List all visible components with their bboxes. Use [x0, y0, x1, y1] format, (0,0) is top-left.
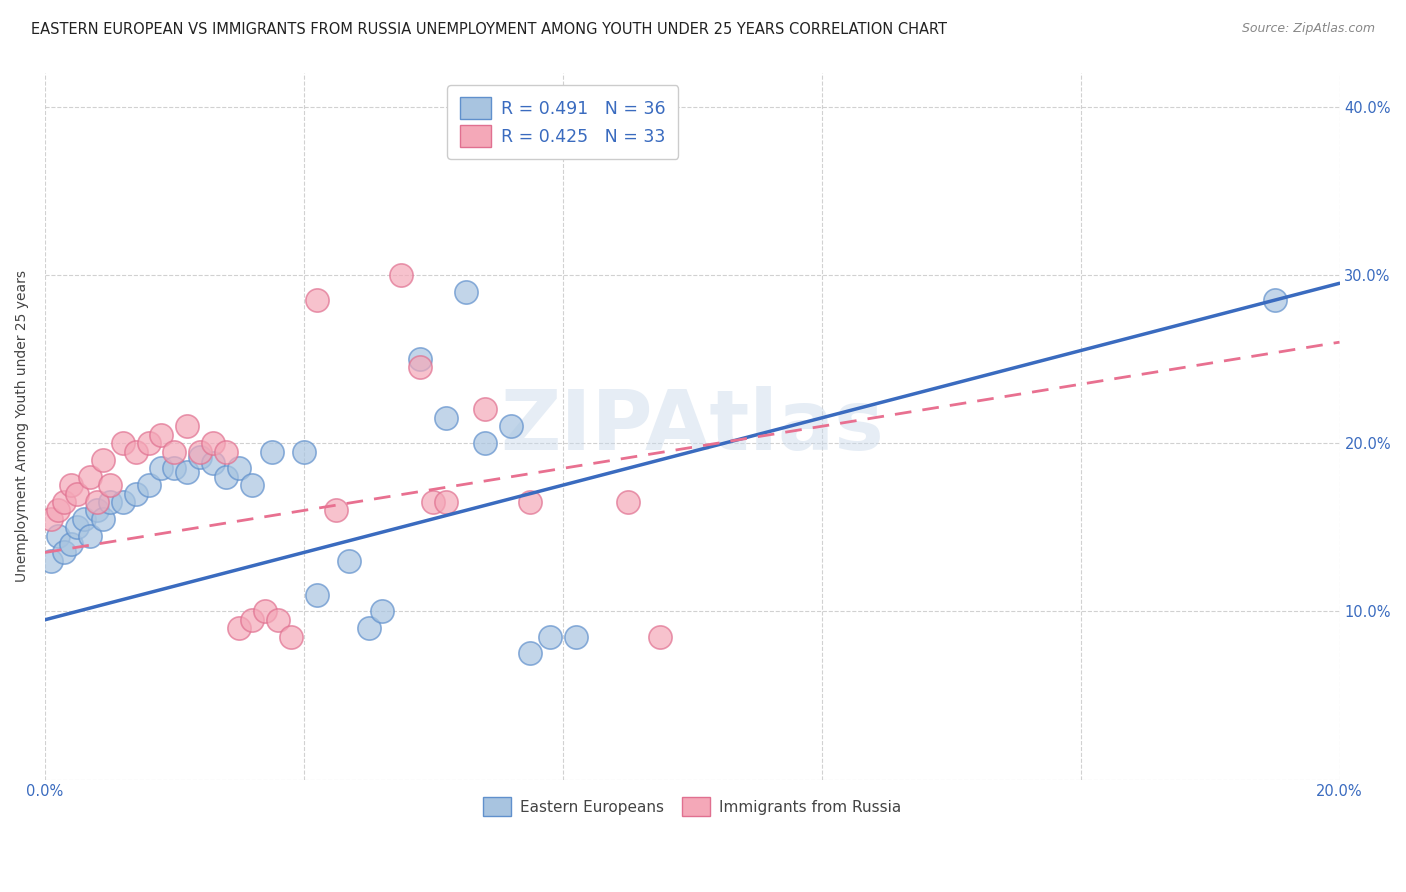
- Point: [370, 604, 392, 618]
- Point: [215, 444, 238, 458]
- Text: EASTERN EUROPEAN VS IMMIGRANTS FROM RUSSIA UNEMPLOYMENT AMONG YOUTH UNDER 25 YEA: EASTERN EUROPEAN VS IMMIGRANTS FROM RUSS…: [31, 22, 946, 37]
- Point: [499, 419, 522, 434]
- Point: [188, 450, 211, 464]
- Point: [454, 285, 477, 299]
- Point: [53, 545, 76, 559]
- Point: [79, 529, 101, 543]
- Point: [422, 495, 444, 509]
- Point: [86, 503, 108, 517]
- Point: [138, 436, 160, 450]
- Point: [66, 520, 89, 534]
- Point: [138, 478, 160, 492]
- Point: [325, 503, 347, 517]
- Text: ZIPAtlas: ZIPAtlas: [501, 386, 884, 467]
- Point: [73, 512, 96, 526]
- Point: [41, 512, 63, 526]
- Point: [188, 444, 211, 458]
- Point: [474, 402, 496, 417]
- Point: [519, 495, 541, 509]
- Point: [176, 419, 198, 434]
- Point: [124, 486, 146, 500]
- Point: [564, 630, 586, 644]
- Point: [79, 469, 101, 483]
- Point: [66, 486, 89, 500]
- Point: [202, 436, 225, 450]
- Point: [305, 293, 328, 307]
- Point: [389, 268, 412, 282]
- Legend: Eastern Europeans, Immigrants from Russia: Eastern Europeans, Immigrants from Russi…: [474, 788, 910, 825]
- Point: [409, 351, 432, 366]
- Point: [409, 360, 432, 375]
- Point: [434, 410, 457, 425]
- Point: [254, 604, 277, 618]
- Point: [41, 554, 63, 568]
- Point: [86, 495, 108, 509]
- Point: [357, 621, 380, 635]
- Point: [59, 537, 82, 551]
- Point: [519, 647, 541, 661]
- Point: [53, 495, 76, 509]
- Point: [228, 461, 250, 475]
- Point: [474, 436, 496, 450]
- Point: [163, 461, 186, 475]
- Point: [111, 495, 134, 509]
- Point: [305, 588, 328, 602]
- Point: [240, 478, 263, 492]
- Point: [240, 613, 263, 627]
- Point: [98, 478, 121, 492]
- Point: [111, 436, 134, 450]
- Point: [46, 529, 69, 543]
- Point: [176, 465, 198, 479]
- Point: [98, 495, 121, 509]
- Point: [538, 630, 561, 644]
- Point: [260, 444, 283, 458]
- Point: [150, 461, 173, 475]
- Point: [337, 554, 360, 568]
- Point: [91, 453, 114, 467]
- Point: [648, 630, 671, 644]
- Point: [46, 503, 69, 517]
- Point: [59, 478, 82, 492]
- Text: Source: ZipAtlas.com: Source: ZipAtlas.com: [1241, 22, 1375, 36]
- Point: [163, 444, 186, 458]
- Point: [434, 495, 457, 509]
- Point: [280, 630, 302, 644]
- Point: [215, 469, 238, 483]
- Point: [1264, 293, 1286, 307]
- Point: [616, 495, 638, 509]
- Point: [124, 444, 146, 458]
- Point: [292, 444, 315, 458]
- Point: [202, 456, 225, 470]
- Point: [267, 613, 290, 627]
- Point: [228, 621, 250, 635]
- Y-axis label: Unemployment Among Youth under 25 years: Unemployment Among Youth under 25 years: [15, 270, 30, 582]
- Point: [91, 512, 114, 526]
- Point: [150, 427, 173, 442]
